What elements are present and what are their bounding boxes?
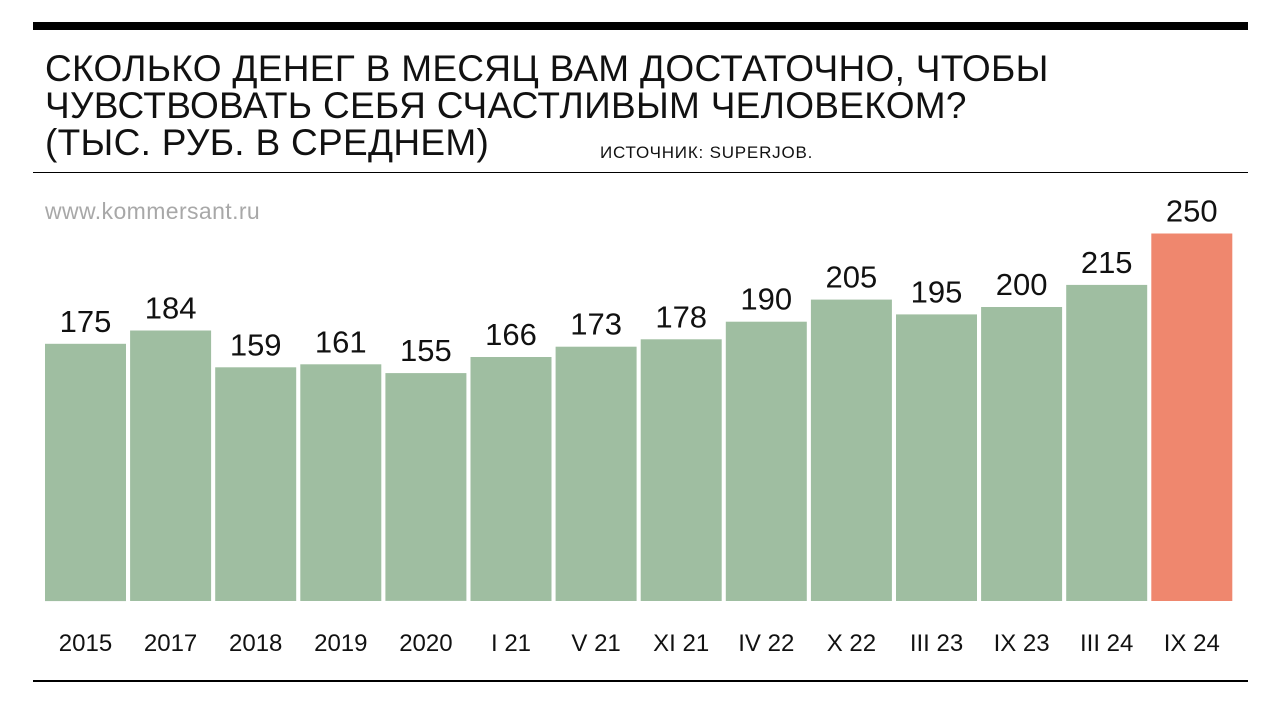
x-tick-label-13: IX 24: [1164, 630, 1220, 657]
x-tick-label-1: 2017: [144, 630, 197, 657]
data-label-1: 184: [145, 291, 197, 326]
bottom-rule: [33, 680, 1248, 682]
data-label-3: 161: [315, 324, 367, 359]
x-tick-label-0: 2015: [59, 630, 112, 657]
x-tick-label-10: III 23: [910, 630, 963, 657]
x-tick-label-12: III 24: [1080, 630, 1133, 657]
bar-0: [45, 343, 126, 602]
top-rule: [33, 22, 1248, 30]
x-tick-label-11: IX 23: [994, 630, 1050, 657]
bar-5: [470, 357, 552, 601]
data-label-5: 166: [485, 317, 537, 352]
data-label-7: 178: [655, 299, 707, 334]
data-label-0: 175: [60, 304, 112, 339]
title-line-2: ЧУВСТВОВАТЬ СЕБЯ СЧАСТЛИВЫМ ЧЕЛОВЕКОМ?: [45, 85, 967, 126]
chart-title: СКОЛЬКО ДЕНЕГ В МЕСЯЦ ВАМ ДОСТАТОЧНО, ЧТ…: [45, 50, 1195, 161]
x-tick-label-4: 2020: [399, 630, 452, 657]
x-tick-label-9: X 22: [827, 630, 876, 657]
data-label-4: 155: [400, 333, 452, 368]
bar-12: [1066, 284, 1148, 601]
bar-11: [981, 307, 1063, 601]
x-tick-label-5: I 21: [491, 630, 531, 657]
bar-10: [896, 314, 977, 601]
bar-13: [1151, 233, 1233, 601]
title-line-1: СКОЛЬКО ДЕНЕГ В МЕСЯЦ ВАМ ДОСТАТОЧНО, ЧТ…: [45, 48, 1049, 89]
source-note: ИСТОЧНИК: SUPERJOB.: [600, 143, 814, 162]
x-tick-label-3: 2019: [314, 630, 367, 657]
bar-2: [215, 367, 297, 601]
bar-4: [385, 373, 467, 601]
x-tick-label-8: IV 22: [738, 630, 794, 657]
title-line-3: (ТЫС. РУБ. В СРЕДНЕМ): [45, 122, 490, 163]
data-label-8: 190: [740, 282, 792, 317]
bar-9: [810, 299, 892, 601]
x-tick-label-2: 2018: [229, 630, 282, 657]
x-tick-label-7: XI 21: [653, 630, 709, 657]
data-label-9: 205: [826, 260, 878, 295]
data-label-2: 159: [230, 327, 282, 362]
data-label-13: 250: [1166, 194, 1218, 229]
bar-1: [130, 330, 212, 601]
data-label-12: 215: [1081, 245, 1133, 280]
bar-7: [640, 339, 722, 601]
data-label-11: 200: [996, 267, 1048, 302]
site-watermark: www.kommersant.ru: [45, 198, 261, 224]
header-divider: [33, 172, 1248, 173]
data-label-6: 173: [570, 307, 622, 342]
bar-8: [725, 321, 807, 601]
x-tick-label-6: V 21: [571, 630, 620, 657]
data-label-10: 195: [911, 274, 963, 309]
bar-3: [300, 364, 382, 601]
bar-6: [555, 346, 637, 601]
